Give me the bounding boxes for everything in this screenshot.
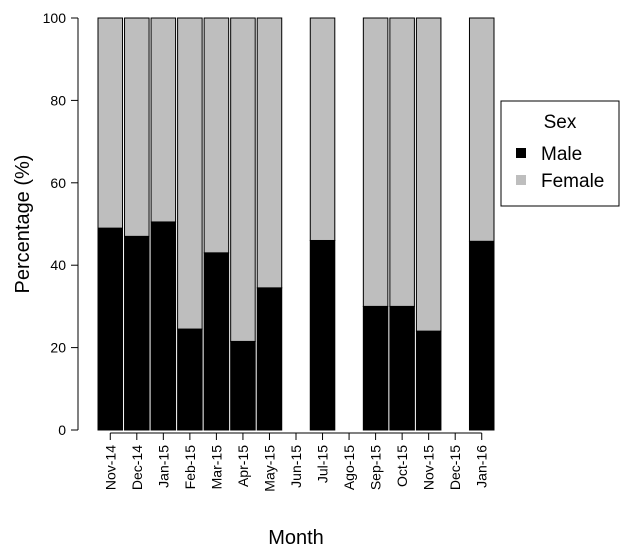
legend-label-female: Female bbox=[541, 171, 604, 192]
bar-female bbox=[230, 17, 256, 342]
y-tick-label: 40 bbox=[50, 257, 66, 273]
bar-male bbox=[256, 287, 283, 431]
y-axis: 0 20 40 60 80 100 bbox=[43, 10, 79, 438]
x-tick-label: Sep-15 bbox=[368, 445, 384, 490]
legend-items: Male Female bbox=[516, 144, 604, 192]
x-tick-label: Dec-14 bbox=[129, 445, 145, 490]
x-tick-label: Jul-15 bbox=[315, 445, 331, 483]
bar-female bbox=[150, 17, 177, 223]
x-tick-label: Jun-15 bbox=[288, 445, 304, 488]
bar-male bbox=[415, 330, 442, 431]
bar-female bbox=[177, 17, 203, 330]
x-tick-label: May-15 bbox=[261, 445, 277, 492]
x-tick-label: Jan-16 bbox=[474, 445, 490, 488]
x-tick-label: Nov-15 bbox=[421, 445, 437, 490]
bar-female bbox=[309, 17, 336, 241]
bar-male bbox=[97, 227, 124, 431]
legend-swatch-female bbox=[516, 175, 526, 185]
bar-male bbox=[309, 239, 336, 431]
bar-female bbox=[203, 17, 230, 254]
bars bbox=[97, 17, 495, 431]
y-tick-label: 60 bbox=[50, 175, 66, 191]
x-tick-label: Dec-15 bbox=[447, 445, 463, 490]
bar-male bbox=[468, 240, 495, 431]
x-tick-label: Feb-15 bbox=[182, 445, 198, 490]
legend-label-male: Male bbox=[541, 144, 582, 165]
x-axis: Nov-14 Dec-14 Jan-15 Feb-15 Mar-15 Apr-15 May-… bbox=[102, 432, 490, 492]
x-tick-label: Jan-15 bbox=[155, 445, 171, 488]
bar-female bbox=[415, 17, 442, 332]
legend-title: Sex bbox=[544, 112, 577, 133]
y-axis-title: Percentage (%) bbox=[12, 155, 34, 294]
bar-male bbox=[389, 305, 415, 431]
y-tick-label: 80 bbox=[50, 92, 66, 108]
bar-male bbox=[362, 305, 389, 431]
y-tick-label: 0 bbox=[58, 422, 66, 438]
bar-male bbox=[177, 328, 203, 431]
y-tick-label: 20 bbox=[50, 340, 66, 356]
x-tick-label: Nov-14 bbox=[102, 445, 118, 490]
legend: Sex Male Female bbox=[500, 100, 620, 207]
bar-female bbox=[389, 17, 415, 307]
bar-male bbox=[230, 340, 256, 431]
x-tick-label: Oct-15 bbox=[394, 445, 410, 487]
y-tick-label: 100 bbox=[43, 10, 67, 26]
bar-female bbox=[468, 17, 495, 242]
legend-swatch-male bbox=[516, 148, 526, 158]
x-axis-title: Month bbox=[268, 527, 324, 547]
bar-male bbox=[150, 221, 177, 431]
bar-male bbox=[124, 235, 150, 431]
x-tick-label: Apr-15 bbox=[235, 445, 251, 487]
bar-female bbox=[362, 17, 389, 307]
x-tick-label: Ago-15 bbox=[341, 445, 357, 490]
bar-female bbox=[124, 17, 150, 237]
bar-female bbox=[97, 17, 124, 229]
bar-female bbox=[256, 17, 283, 289]
bar-male bbox=[203, 252, 230, 431]
x-tick-label: Mar-15 bbox=[208, 445, 224, 490]
